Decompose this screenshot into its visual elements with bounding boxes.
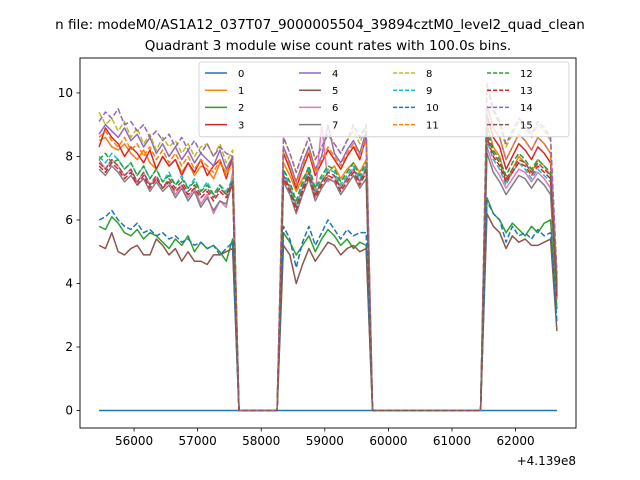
legend-label-8: 8	[426, 69, 432, 80]
y-tick-label: 2	[65, 340, 73, 354]
legend-label-12: 12	[520, 69, 533, 80]
series-line-10	[98, 200, 558, 412]
series-line-15	[98, 133, 558, 412]
y-axis: 0 2 4 6 8 10	[58, 86, 80, 418]
legend-label-0: 0	[238, 69, 244, 80]
legend-label-3: 3	[238, 120, 244, 131]
x-tick-label: 61000	[433, 434, 471, 448]
x-tick-label: 57000	[179, 434, 217, 448]
y-tick-label: 4	[65, 277, 73, 291]
legend-label-11: 11	[426, 120, 439, 131]
x-tick-label: 62000	[496, 434, 534, 448]
y-tick-label: 0	[65, 404, 73, 418]
legend-label-13: 13	[520, 86, 533, 97]
x-axis: 56000 57000 58000 59000 60000 61000 62000	[115, 428, 535, 448]
legend-label-9: 9	[426, 86, 432, 97]
x-tick-label: 59000	[306, 434, 344, 448]
legend-label-7: 7	[332, 120, 338, 131]
legend-label-14: 14	[520, 103, 533, 114]
legend-label-1: 1	[238, 86, 244, 97]
legend-label-15: 15	[520, 120, 533, 131]
x-tick-label: 56000	[115, 434, 153, 448]
figure-suptitle: n file: modeM0/AS1A12_037T07_9000005504_…	[55, 17, 585, 33]
legend-label-5: 5	[332, 86, 338, 97]
legend-label-6: 6	[332, 103, 338, 114]
y-tick-label: 8	[65, 150, 73, 164]
series-line-14	[98, 82, 558, 412]
chart-title: Quadrant 3 module wise count rates with …	[145, 38, 511, 54]
axes-frame	[79, 57, 577, 429]
x-tick-label: 58000	[242, 434, 280, 448]
legend-label-4: 4	[332, 69, 338, 80]
legend-frame	[198, 61, 570, 138]
y-tick-label: 6	[65, 213, 73, 227]
y-tick-label: 10	[58, 86, 73, 100]
legend-label-10: 10	[426, 103, 439, 114]
x-axis-offset-label: +4.139e8	[517, 454, 576, 468]
legend-label-2: 2	[238, 103, 244, 114]
x-tick-label: 60000	[369, 434, 407, 448]
